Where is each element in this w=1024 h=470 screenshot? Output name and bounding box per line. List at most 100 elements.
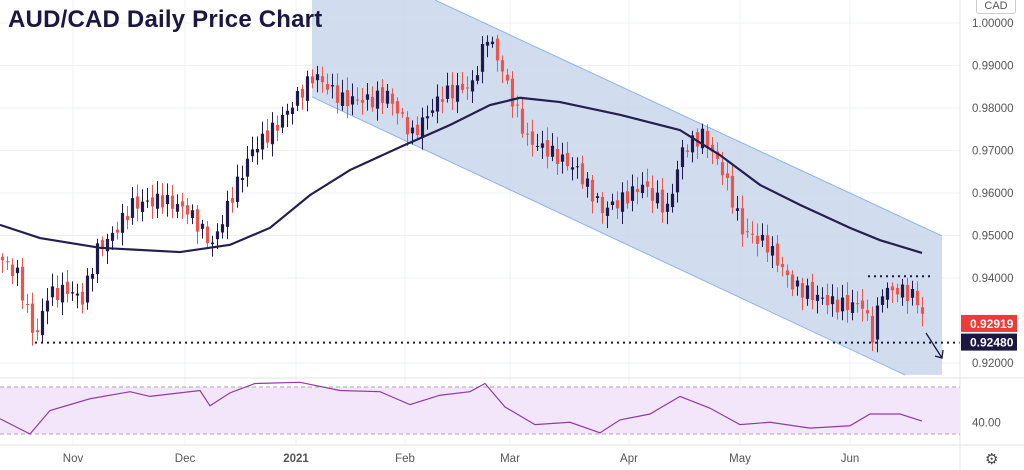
candle-body: [800, 283, 805, 298]
candle: [870, 306, 875, 352]
candle: [180, 192, 185, 220]
candle: [630, 174, 635, 212]
candle-body: [575, 166, 580, 168]
candle: [95, 238, 100, 284]
candle: [625, 180, 630, 209]
candle-body: [45, 300, 50, 312]
candle-body: [815, 294, 820, 301]
candle: [380, 79, 385, 114]
candle-body: [90, 273, 95, 279]
candle-body: [165, 194, 170, 205]
currency-label[interactable]: CAD: [976, 0, 1016, 14]
candle-body: [660, 189, 665, 213]
candle: [800, 277, 805, 311]
candle: [745, 218, 750, 238]
candle: [735, 195, 740, 221]
candle: [280, 106, 285, 133]
candle: [770, 236, 775, 269]
y-tick-label: 0.99000: [972, 61, 1014, 73]
candle-body: [390, 93, 395, 104]
candle-body: [465, 87, 470, 89]
y-tick-label: 0.98000: [972, 103, 1014, 115]
candle: [75, 283, 80, 309]
candle: [25, 293, 30, 313]
candle-body: [255, 148, 260, 153]
candle-body: [615, 200, 620, 209]
candle: [175, 194, 180, 219]
candle: [390, 88, 395, 116]
candle-body: [175, 204, 180, 212]
candle: [885, 282, 890, 309]
candle: [610, 193, 615, 210]
candle-body: [740, 208, 745, 235]
candle: [190, 204, 195, 225]
candle-body: [445, 85, 450, 99]
candle: [835, 287, 840, 320]
candle: [790, 270, 795, 297]
candle: [115, 221, 120, 240]
candle-body: [690, 135, 695, 153]
candle-body: [650, 188, 655, 201]
candle: [560, 142, 565, 174]
candle: [830, 284, 835, 317]
candle-body: [545, 140, 550, 157]
candle-body: [590, 179, 595, 202]
candle: [550, 133, 555, 162]
candle-body: [10, 264, 15, 276]
candle: [685, 144, 690, 158]
candle: [0, 253, 5, 273]
candle-body: [335, 85, 340, 103]
candle-body: [560, 154, 565, 162]
candle: [35, 318, 40, 341]
candle: [355, 87, 360, 105]
candle-body: [30, 303, 35, 333]
candle-body: [220, 224, 225, 233]
y-tick-label: 1.00000: [972, 18, 1014, 30]
candle: [700, 123, 705, 155]
candle-body: [880, 296, 885, 305]
candle-body: [455, 85, 460, 102]
candle: [235, 164, 240, 208]
candle-body: [735, 208, 740, 211]
candle: [385, 84, 390, 108]
candle-body: [680, 147, 685, 168]
candle-body: [485, 41, 490, 46]
gear-icon[interactable]: ⚙: [985, 451, 999, 468]
candle: [225, 190, 230, 240]
candle: [755, 223, 760, 257]
candle-body: [685, 150, 690, 152]
candle: [55, 275, 60, 308]
candle: [185, 198, 190, 225]
candle-body: [295, 91, 300, 106]
candle-body: [20, 266, 25, 301]
candle: [795, 276, 800, 296]
candle-body: [540, 143, 545, 148]
candle: [655, 180, 660, 209]
candle: [590, 175, 595, 214]
candle-body: [770, 245, 775, 256]
candle: [890, 282, 895, 304]
candle-body: [40, 310, 45, 336]
candle-body: [850, 302, 855, 313]
candle: [450, 72, 455, 110]
candle-body: [835, 299, 840, 313]
candle: [510, 71, 515, 118]
candle-body: [330, 85, 335, 87]
candle: [780, 256, 785, 277]
candle: [240, 165, 245, 193]
candle-body: [125, 216, 130, 221]
candle-body: [50, 286, 55, 298]
candle: [145, 187, 150, 208]
candle: [820, 287, 825, 305]
candle-body: [450, 84, 455, 99]
candle-body: [515, 104, 520, 106]
x-tick-label: May: [729, 453, 751, 465]
candle: [900, 278, 905, 306]
candle-body: [375, 90, 380, 109]
x-tick-label: Jun: [841, 453, 860, 465]
candle-body: [890, 286, 895, 291]
support-level-label: 0.92480: [970, 336, 1014, 350]
candle-body: [325, 84, 330, 90]
candle-body: [155, 193, 160, 209]
